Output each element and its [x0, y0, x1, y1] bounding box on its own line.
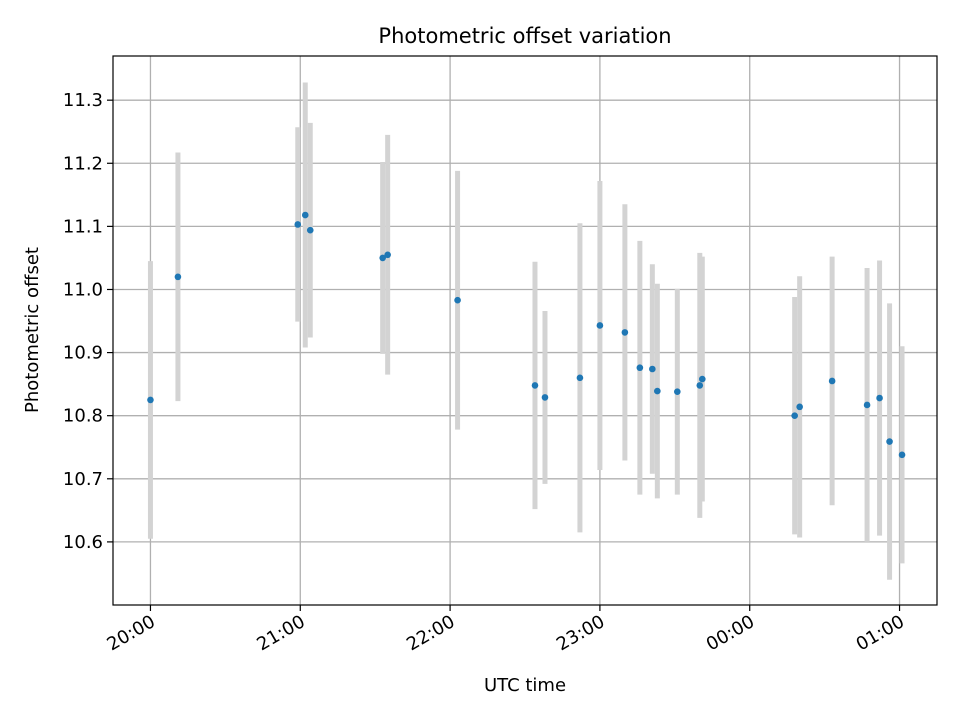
- grid: [113, 56, 937, 605]
- y-tick-label: 11.1: [63, 216, 103, 237]
- y-axis-label: Photometric offset: [22, 247, 43, 413]
- data-point: [796, 403, 803, 411]
- data-point: [863, 401, 871, 409]
- y-tick-label: 11.2: [63, 153, 103, 174]
- data-point: [294, 221, 302, 228]
- data-point: [791, 412, 798, 419]
- data-point: [531, 382, 539, 389]
- y-tick-label: 11.0: [63, 279, 103, 300]
- chart-title: Photometric offset variation: [378, 24, 671, 48]
- data-point: [301, 211, 309, 219]
- y-tick-label: 11.3: [63, 90, 103, 111]
- data-point: [596, 322, 604, 329]
- x-axis-label: UTC time: [484, 675, 566, 696]
- data-point: [654, 387, 661, 395]
- data-point: [147, 396, 154, 404]
- data-point: [576, 374, 584, 382]
- data-point: [306, 226, 314, 234]
- data-point: [898, 451, 906, 459]
- data-point: [621, 329, 629, 336]
- data-point: [696, 382, 704, 389]
- y-tick-label: 10.8: [63, 406, 103, 427]
- data-point: [541, 394, 549, 401]
- y-axis-ticks: 10.6 10.7 10.8 10.9 11.0 11.1 11.2 11.3: [63, 90, 113, 553]
- data-point: [828, 377, 836, 385]
- data-point: [636, 364, 644, 372]
- data-point: [876, 394, 883, 402]
- data-points: [147, 211, 906, 459]
- y-tick-label: 10.9: [63, 343, 103, 364]
- data-point: [384, 251, 391, 259]
- data-point: [379, 254, 386, 262]
- data-point: [698, 375, 706, 383]
- data-point: [174, 273, 182, 281]
- y-tick-label: 10.6: [63, 532, 103, 553]
- data-point: [886, 438, 893, 445]
- data-point: [674, 388, 681, 396]
- data-point: [649, 365, 656, 373]
- plot-frame: [112, 55, 938, 606]
- y-tick-label: 10.7: [63, 469, 103, 490]
- data-point: [454, 296, 461, 304]
